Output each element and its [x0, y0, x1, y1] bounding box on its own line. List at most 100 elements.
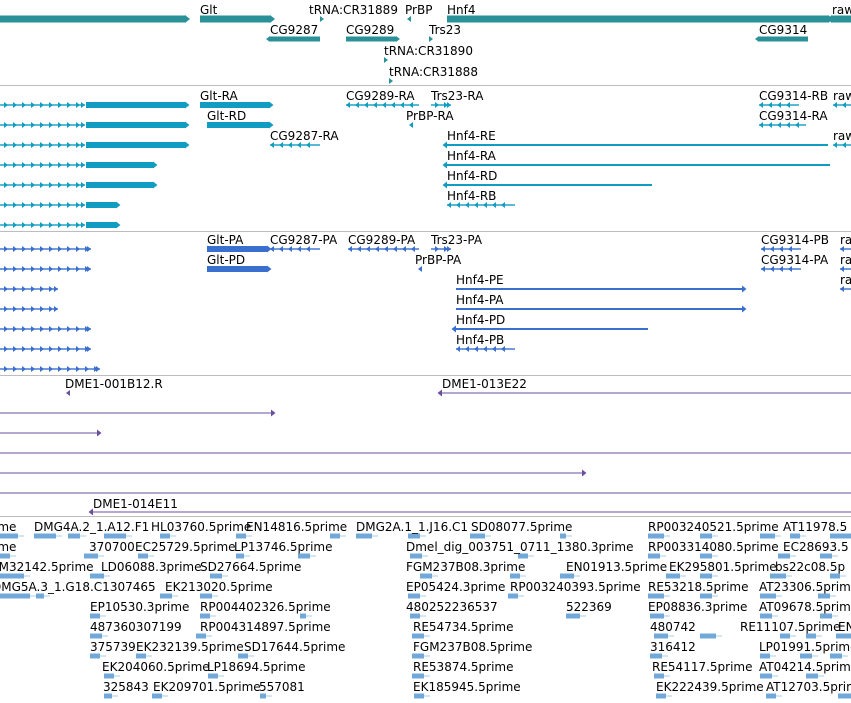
feature-label[interactable]: EK213020.5prime	[165, 580, 273, 594]
feature-label[interactable]: LD06088.3prime	[101, 560, 202, 574]
feature-label[interactable]: CG9287-PA	[270, 233, 338, 247]
feature-label[interactable]: CG9289	[346, 23, 395, 37]
feature-label[interactable]: raw	[832, 3, 851, 17]
feature-glyphs[interactable]	[0, 86, 851, 230]
feature-label[interactable]: FGM237B08.5prime	[413, 640, 533, 654]
feature-label[interactable]: Hnf4-PE	[456, 273, 504, 287]
feature-label[interactable]: Trs23-RA	[431, 89, 484, 103]
feature-label[interactable]: EP05424.3prime	[406, 580, 506, 594]
feature-label[interactable]: PrBP	[405, 3, 433, 17]
feature-label[interactable]: EK209701.5prime	[153, 680, 261, 694]
feature-label[interactable]: ra	[840, 253, 851, 267]
feature-label[interactable]: Glt-RD	[207, 109, 247, 123]
feature-label[interactable]: DMG5A.3_1.G18.C1307465	[0, 580, 156, 594]
feature-label[interactable]: ra	[840, 233, 851, 247]
feature-label[interactable]: CG9314-PB	[761, 233, 830, 247]
feature-label[interactable]: Trs23	[429, 23, 462, 37]
feature-label[interactable]: 3M32142.5prime	[0, 560, 94, 574]
feature-label[interactable]: DMG2A.1_1.J16.C1	[356, 520, 469, 534]
feature-label[interactable]: bs22c08.5p	[775, 560, 846, 574]
feature-label[interactable]: Hnf4-RA	[447, 149, 496, 163]
feature-label[interactable]: EP08836.3prime	[648, 600, 748, 614]
feature-label[interactable]: FGM237B08.3prime	[406, 560, 526, 574]
feature-label[interactable]: Hnf4	[447, 3, 476, 17]
feature-label[interactable]: EK232139.5prime	[136, 640, 244, 654]
feature-label[interactable]: Trs23-PA	[431, 233, 483, 247]
feature-label[interactable]: EN14816.5prime	[246, 520, 348, 534]
feature-label[interactable]: RE54117.5prime	[652, 660, 753, 674]
feature-label[interactable]: AT23306.5prime	[759, 580, 851, 594]
feature-label[interactable]: EN	[838, 620, 851, 634]
feature-label[interactable]: LP01991.5prime	[759, 640, 851, 654]
feature-label[interactable]: 557081	[259, 680, 305, 694]
feature-label[interactable]: LP13746.5prime	[234, 540, 333, 554]
feature-label[interactable]: tRNA:CR31890	[384, 44, 473, 58]
feature-label[interactable]: CG9314-RB	[759, 89, 829, 103]
feature-label[interactable]: 487360307199	[90, 620, 182, 634]
feature-label[interactable]: AT04214.5prime	[759, 660, 851, 674]
feature-glyphs[interactable]	[0, 232, 851, 374]
feature-label[interactable]: EC25729.5prime	[135, 540, 236, 554]
feature-label[interactable]: SD27664.5prime	[200, 560, 302, 574]
feature-label[interactable]: DME1-013E22	[442, 377, 527, 391]
feature-label[interactable]: AT09678.5prime	[759, 600, 851, 614]
feature-label[interactable]: Dmel_dig_003751_0711_1380.3prime	[406, 540, 634, 554]
feature-label[interactable]: 480252236537	[406, 600, 498, 614]
feature-label[interactable]: raw	[833, 89, 851, 103]
feature-label[interactable]: SD08077.5prime	[471, 520, 573, 534]
feature-label[interactable]: PrBP-PA	[415, 253, 462, 267]
feature-glyphs[interactable]	[0, 0, 851, 84]
feature-label[interactable]: 370700	[89, 540, 135, 554]
feature-label[interactable]: EC28693.5	[783, 540, 849, 554]
feature-label[interactable]: CG9287-RA	[270, 129, 339, 143]
feature-label[interactable]: CG9314	[759, 23, 808, 37]
feature-label[interactable]: DME1-001B12.R	[65, 377, 163, 391]
feature-label[interactable]: RE53218.5prime	[648, 580, 749, 594]
feature-label[interactable]: RP003240393.5prime	[510, 580, 641, 594]
feature-label[interactable]: EK204060.5prime	[102, 660, 210, 674]
feature-label[interactable]: Hnf4-RE	[447, 129, 496, 143]
feature-label[interactable]: RE53874.5prime	[413, 660, 514, 674]
feature-label[interactable]: CG9289-RA	[346, 89, 415, 103]
feature-label[interactable]: CG9289-PA	[348, 233, 416, 247]
feature-label[interactable]: RE11107.5prime	[740, 620, 841, 634]
feature-label[interactable]: Glt	[200, 3, 218, 17]
feature-label[interactable]: CG9314-RA	[759, 109, 828, 123]
feature-label[interactable]: EN01913.5prime	[566, 560, 668, 574]
feature-label[interactable]: EK222439.5prime	[656, 680, 764, 694]
feature-label[interactable]: 522369	[566, 600, 612, 614]
feature-label[interactable]: CG9287	[270, 23, 319, 37]
feature-label[interactable]: ime	[0, 540, 17, 554]
feature-label[interactable]: EK295801.5prime	[669, 560, 777, 574]
feature-label[interactable]: Hnf4-RB	[447, 189, 497, 203]
feature-label[interactable]: PrBP-RA	[406, 109, 454, 123]
feature-label[interactable]: 375739	[90, 640, 136, 654]
feature-label[interactable]: Glt-PA	[207, 233, 244, 247]
feature-label[interactable]: Glt-PD	[207, 253, 246, 267]
feature-label[interactable]: raw	[833, 129, 851, 143]
feature-label[interactable]: Hnf4-PA	[456, 293, 504, 307]
feature-label[interactable]: AT11978.5	[783, 520, 848, 534]
feature-label[interactable]: EP10530.3prime	[90, 600, 190, 614]
feature-label[interactable]: RE54734.5prime	[413, 620, 514, 634]
feature-label[interactable]: ra	[840, 273, 851, 287]
feature-glyphs[interactable]	[0, 376, 851, 515]
est-glyphs[interactable]	[0, 517, 851, 703]
feature-label[interactable]: LP18694.5prime	[207, 660, 306, 674]
feature-label[interactable]: DME1-014E11	[93, 497, 178, 511]
feature-label[interactable]: tRNA:CR31888	[389, 65, 478, 79]
feature-label[interactable]: tRNA:CR31889	[309, 3, 398, 17]
feature-label[interactable]: HL03760.5prime	[151, 520, 252, 534]
feature-label[interactable]: Hnf4-RD	[447, 169, 498, 183]
feature-label[interactable]: 480742	[650, 620, 696, 634]
feature-label[interactable]: RP003240521.5prime	[648, 520, 779, 534]
feature-label[interactable]: 325843	[103, 680, 149, 694]
feature-label[interactable]: EK185945.5prime	[413, 680, 521, 694]
feature-label[interactable]: AT12703.5prime	[766, 680, 851, 694]
feature-label[interactable]: 316412	[650, 640, 696, 654]
feature-label[interactable]: RP003314080.5prime	[648, 540, 779, 554]
feature-label[interactable]: SD17644.5prime	[244, 640, 346, 654]
feature-label[interactable]: Hnf4-PD	[456, 313, 506, 327]
feature-label[interactable]: Hnf4-PB	[456, 333, 505, 347]
feature-label[interactable]: DMG4A.2_1.A12.F1	[34, 520, 150, 534]
